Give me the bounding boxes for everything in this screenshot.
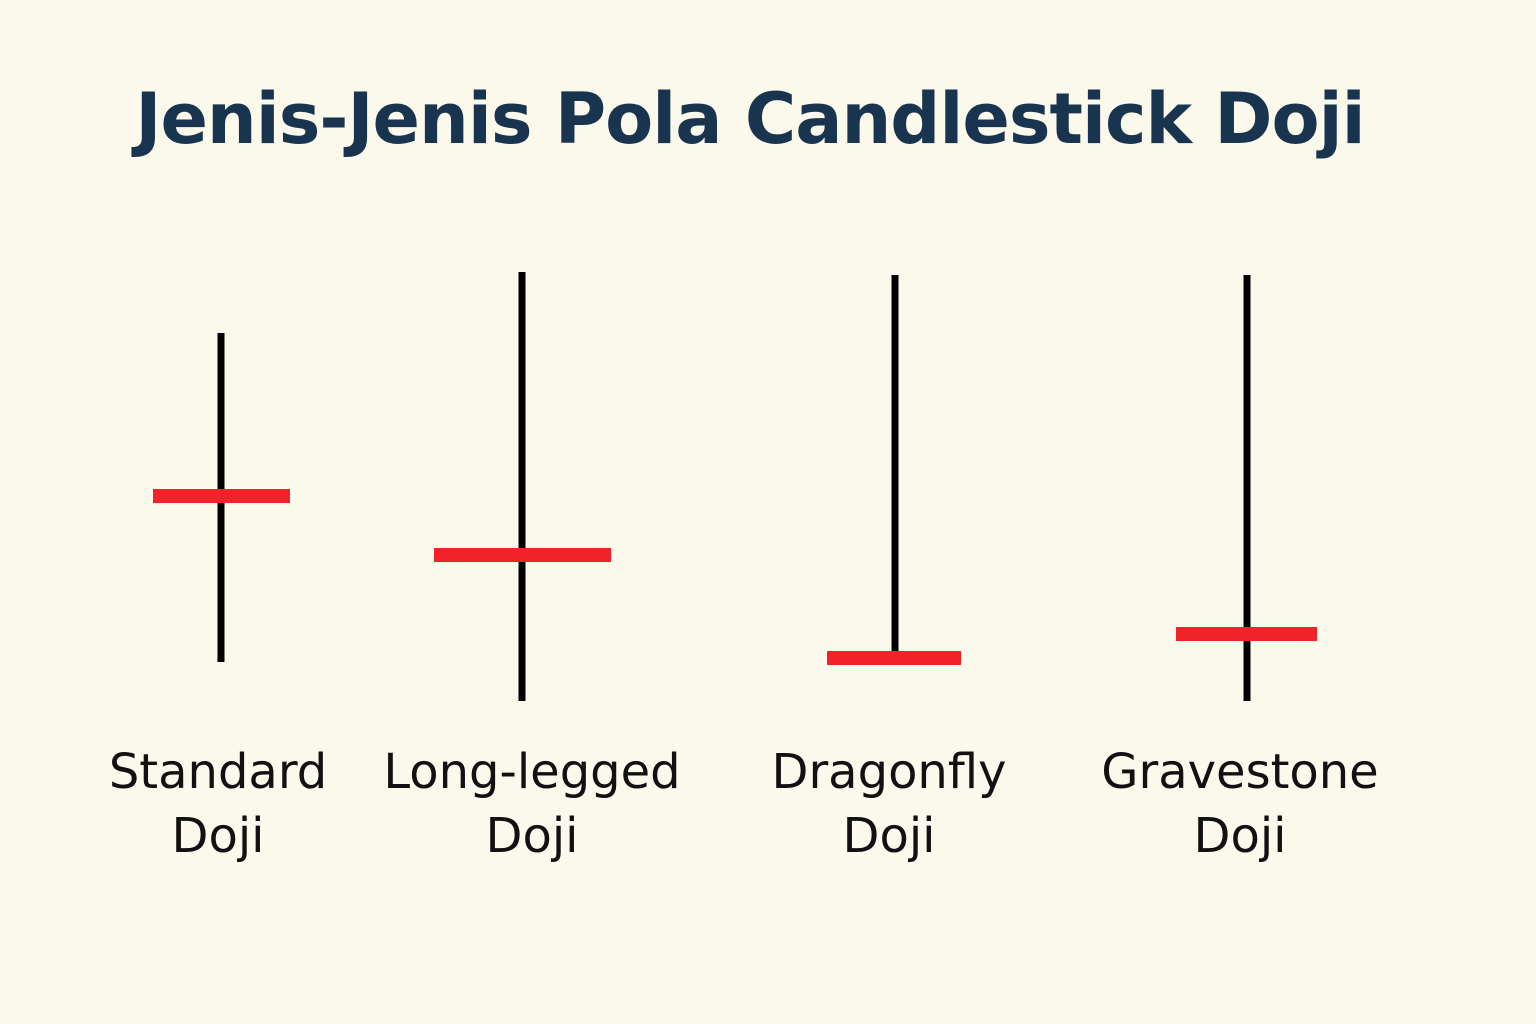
- page-title: Jenis-Jenis Pola Candlestick Doji: [135, 78, 1365, 160]
- candle-dragonfly-doji: [827, 275, 961, 665]
- label-line-1: Long-legged: [383, 744, 681, 800]
- doji-body: [827, 651, 961, 665]
- candle-gravestone-doji: [1176, 275, 1317, 701]
- label-standard-doji: Standard Doji: [48, 740, 388, 868]
- candle-long-legged-doji: [434, 272, 611, 701]
- label-line-2: Doji: [485, 808, 579, 864]
- label-long-legged-doji: Long-legged Doji: [362, 740, 702, 868]
- label-line-2: Doji: [1193, 808, 1287, 864]
- label-dragonfly-doji: Dragonfly Doji: [719, 740, 1059, 868]
- candle-standard-doji: [153, 333, 290, 662]
- label-gravestone-doji: Gravestone Doji: [1070, 740, 1410, 868]
- doji-body: [153, 489, 290, 503]
- doji-body: [1176, 627, 1317, 641]
- label-line-1: Gravestone: [1101, 744, 1379, 800]
- doji-body: [434, 548, 611, 562]
- label-line-2: Doji: [171, 808, 265, 864]
- label-line-1: Dragonfly: [771, 744, 1007, 800]
- label-line-1: Standard: [108, 744, 328, 800]
- label-line-2: Doji: [842, 808, 936, 864]
